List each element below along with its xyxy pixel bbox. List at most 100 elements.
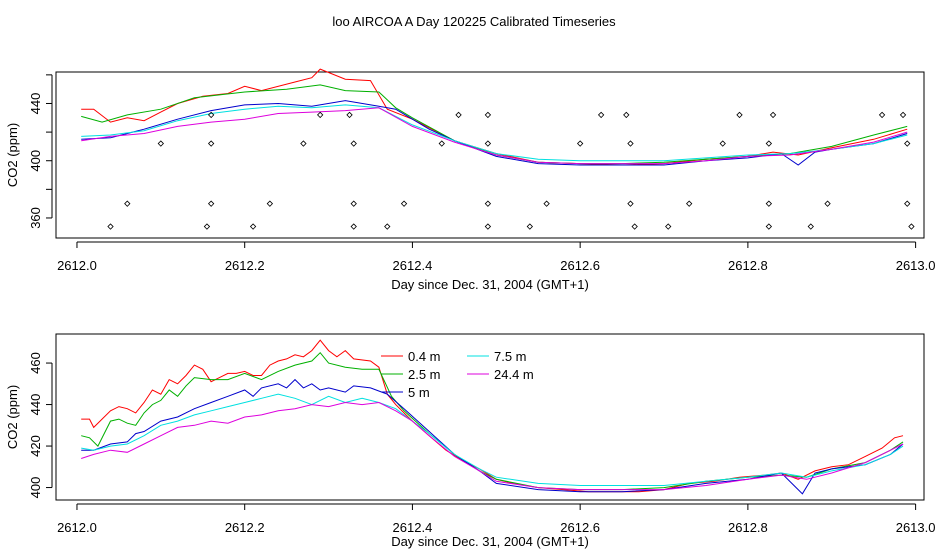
top-y-axis: 360 400 440 — [28, 74, 53, 229]
x-tick-label: 2612.0 — [57, 520, 97, 535]
series-line-24-4-m — [81, 401, 904, 491]
data-point — [207, 111, 215, 119]
data-point — [686, 200, 693, 207]
bottom-x-axis: 2612.0 2612.2 2612.4 2612.6 2612.8 2613.0 — [57, 503, 936, 535]
data-point — [157, 140, 164, 147]
x-tick-label: 2612.6 — [560, 258, 600, 273]
x-tick-label: 2612.2 — [225, 258, 265, 273]
data-point — [300, 140, 307, 147]
bottom-plot-frame — [55, 333, 925, 501]
top-points — [107, 111, 915, 230]
top-series — [81, 68, 908, 166]
y-tick-label: 440 — [28, 394, 43, 416]
data-point — [124, 200, 131, 207]
data-point — [438, 140, 445, 147]
x-tick-label: 2613.0 — [896, 520, 936, 535]
data-point — [765, 223, 773, 230]
x-tick-label: 2612.2 — [225, 520, 265, 535]
y-tick-label: 400 — [28, 477, 43, 499]
data-point — [350, 140, 357, 147]
legend-label: 2.5 m — [408, 367, 441, 382]
bottom-y-axis: 400 420 440 460 — [28, 352, 53, 499]
data-point — [249, 223, 257, 230]
legend-item: 24.4 m — [467, 367, 534, 382]
bottom-series — [81, 339, 904, 495]
data-point — [484, 111, 492, 119]
legend-label: 7.5 m — [494, 349, 527, 364]
data-point — [623, 111, 630, 119]
figure-title: loo AIRCOA A Day 120225 Calibrated Times… — [332, 14, 616, 29]
series-line-trace-2 — [81, 84, 908, 165]
x-tick-label: 2613.0 — [896, 258, 936, 273]
legend-item: 7.5 m — [467, 349, 527, 364]
data-point — [904, 200, 911, 207]
top-chart: 2612.0 2612.2 2612.4 2612.6 2612.8 2613.0 360… — [5, 68, 936, 292]
legend-item: 2.5 m — [381, 367, 441, 382]
x-tick-label: 2612.4 — [393, 520, 433, 535]
data-point — [484, 200, 492, 207]
data-point — [350, 223, 357, 230]
legend-label: 24.4 m — [494, 367, 534, 382]
data-point — [203, 223, 211, 230]
data-point — [266, 200, 274, 207]
data-point — [597, 111, 605, 119]
series-line-7-5-m — [81, 393, 904, 486]
series-line-trace-5 — [81, 107, 908, 165]
data-point — [765, 140, 773, 147]
data-point — [627, 200, 634, 207]
data-point — [400, 200, 408, 207]
top-x-axis-label: Day since Dec. 31, 2004 (GMT+1) — [391, 277, 589, 292]
series-line-0-4-m — [81, 339, 904, 493]
data-point — [769, 111, 777, 119]
bottom-x-axis-label: Day since Dec. 31, 2004 (GMT+1) — [391, 534, 589, 549]
data-point — [346, 111, 353, 119]
series-line-trace-1 — [81, 68, 908, 166]
legend-item: 0.4 m — [381, 349, 441, 364]
top-plot-frame — [55, 71, 925, 239]
data-point — [207, 200, 215, 207]
data-point — [665, 223, 672, 230]
data-point — [543, 200, 550, 207]
data-point — [878, 111, 886, 119]
x-tick-label: 2612.4 — [393, 258, 433, 273]
data-point — [384, 223, 391, 230]
x-tick-label: 2612.8 — [728, 258, 768, 273]
y-tick-label: 420 — [28, 435, 43, 457]
data-point — [576, 140, 584, 147]
data-point — [107, 223, 114, 230]
top-x-axis: 2612.0 2612.2 2612.4 2612.6 2612.8 2613.0 — [57, 241, 936, 273]
y-tick-label: 440 — [28, 93, 43, 115]
bottom-y-axis-label: CO2 (ppm) — [5, 385, 20, 449]
legend-label: 0.4 m — [408, 349, 441, 364]
data-point — [908, 223, 915, 230]
legend-item: 5 m — [381, 385, 430, 400]
y-tick-label: 460 — [28, 352, 43, 374]
top-y-axis-label: CO2 (ppm) — [5, 123, 20, 187]
data-point — [824, 200, 831, 207]
y-tick-label: 360 — [28, 207, 43, 229]
x-tick-label: 2612.0 — [57, 258, 97, 273]
data-point — [736, 111, 743, 119]
data-point — [455, 111, 462, 119]
data-point — [719, 140, 726, 147]
legend: 0.4 m 2.5 m 5 m 7.5 m 24.4 m — [381, 349, 534, 400]
data-point — [765, 200, 773, 207]
y-tick-label: 400 — [28, 150, 43, 172]
legend-label: 5 m — [408, 385, 430, 400]
data-point — [350, 200, 357, 207]
data-point — [207, 140, 215, 147]
data-point — [484, 140, 492, 147]
data-point — [807, 223, 814, 230]
series-line-trace-4 — [81, 104, 908, 162]
data-point — [526, 223, 534, 230]
data-point — [317, 111, 324, 119]
bottom-chart: 2612.0 2612.2 2612.4 2612.6 2612.8 2613.0 400… — [5, 333, 936, 549]
series-line-2-5-m — [81, 351, 904, 491]
data-point — [899, 111, 907, 119]
data-point — [627, 140, 634, 147]
data-point — [631, 223, 638, 230]
x-tick-label: 2612.8 — [728, 520, 768, 535]
data-point — [904, 140, 911, 147]
data-point — [484, 223, 492, 230]
